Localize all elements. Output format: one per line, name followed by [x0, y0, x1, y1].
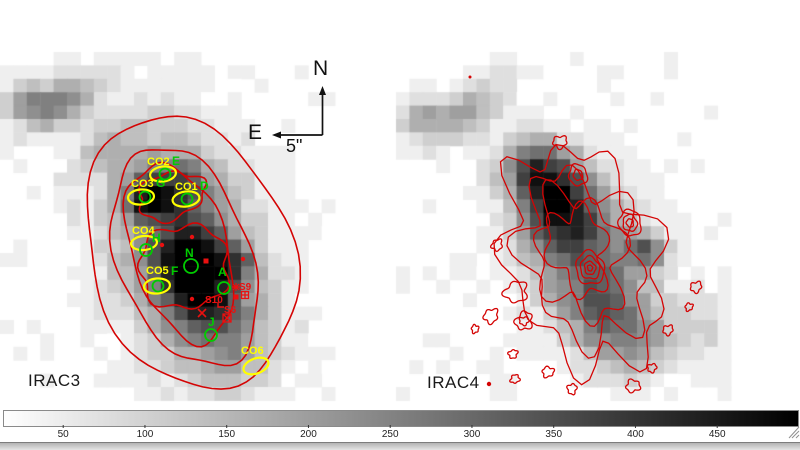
irac4-contour-islet — [551, 135, 568, 151]
co-aperture-ellipse-co5 — [142, 277, 172, 295]
colorbar-gradient — [3, 410, 799, 427]
red-x-marker — [197, 308, 207, 318]
co-aperture-ellipse-co4 — [129, 234, 159, 252]
irac4-contour-islet — [684, 302, 694, 313]
red-dot-marker — [189, 296, 195, 302]
green-source-letter-a: A — [218, 265, 227, 279]
irac4-contour-peak-1 — [579, 254, 601, 280]
compass-scale-label: 5" — [286, 136, 303, 156]
co-aperture-label-co2: CO2 — [147, 156, 170, 168]
green-source-letter-h: H — [152, 231, 161, 245]
irac4-contour-islet — [509, 373, 521, 384]
irac4-contour-peak-1 — [575, 248, 606, 285]
irac4-contour-islet — [501, 280, 528, 304]
red-square-marker — [203, 258, 209, 264]
irac4-contour-dot — [486, 381, 492, 387]
red-dot-marker — [189, 234, 195, 240]
co-aperture-label-co5: CO5 — [146, 265, 169, 277]
colorbar-tick-label: 100 — [137, 429, 154, 440]
green-source-letter-j: J — [208, 315, 215, 329]
green-source-circle-j — [204, 328, 218, 342]
irac3-co-contour-5 — [136, 222, 231, 310]
green-source-circle-a — [217, 281, 231, 295]
irac4-co-contour-4 — [543, 200, 611, 301]
green-source-circle-h — [139, 243, 153, 257]
irac4-contour-islet — [662, 324, 674, 337]
irac4-contour-islet — [541, 365, 556, 379]
green-source-circle-n — [183, 258, 199, 274]
co-aperture-label-co6: CO6 — [241, 345, 264, 357]
colorbar-tick-label: 350 — [545, 429, 562, 440]
compass-north-arrowhead — [319, 86, 326, 95]
green-source-letter-n: N — [185, 246, 194, 260]
green-source-letter-e: E — [172, 154, 180, 168]
irac4-co-contour-2 — [506, 164, 648, 359]
irac3-co-contour-1 — [86, 115, 302, 390]
irac4-contour-peak-3 — [572, 168, 584, 182]
green-source-circle-d — [180, 192, 194, 206]
colorbar-tick-label: 150 — [218, 429, 235, 440]
irac4-contour-islet — [482, 307, 499, 326]
colorbar-tick-label: 250 — [382, 429, 399, 440]
compass-north-label: N — [313, 57, 329, 80]
green-source-letter-d: D — [200, 179, 209, 193]
colorbar-tick-label: 200 — [300, 429, 317, 440]
green-source-circle-f — [151, 279, 165, 293]
co-aperture-label-co4: CO4 — [132, 225, 156, 237]
irac4-contour-islet — [624, 378, 642, 394]
co-aperture-label-co1: CO1 — [175, 181, 198, 193]
red-boxed-x-marker — [222, 313, 232, 323]
red-dot-marker — [240, 256, 246, 262]
irac3-co-contour-2 — [108, 149, 260, 367]
compass-east-label: E — [248, 121, 263, 144]
irac4-contour-islet — [689, 280, 703, 295]
red-boxed-plus-marker — [240, 290, 250, 300]
colorbar-tick-label: 400 — [627, 429, 644, 440]
co-aperture-ellipse-co6 — [242, 356, 270, 376]
irac4-contour-islet — [518, 316, 530, 327]
red-source-label-s10: S10 — [205, 295, 223, 306]
window-bottom-strip — [0, 442, 800, 450]
irac4-contour-islet — [489, 238, 503, 253]
irac4-contour-peak-2 — [622, 213, 639, 232]
irac3-co-contour-4 — [137, 170, 208, 225]
irac4-contour-peak-2 — [617, 208, 642, 237]
panel-label-irac4: IRAC4 — [427, 373, 480, 392]
colorbar-tick-label: 50 — [58, 429, 70, 440]
red-star-marker — [232, 283, 240, 291]
irac4-contour-islet — [470, 323, 480, 335]
irac4-contour-islet — [566, 382, 578, 396]
irac4-contour-dot — [468, 75, 472, 79]
irac4-contour-islet — [646, 362, 658, 374]
irac4-contour-peak-2 — [625, 218, 635, 228]
red-source-label-s6: S6 — [224, 305, 237, 316]
green-source-letter-f: F — [171, 264, 178, 278]
co-aperture-ellipse-co3 — [126, 188, 156, 206]
red-square-marker — [233, 294, 239, 300]
red-l-marker — [217, 302, 224, 308]
green-source-letter-g: G — [156, 176, 165, 190]
colorbar-tick-label: 450 — [709, 429, 726, 440]
irac4-contour-peak-1 — [583, 260, 597, 275]
green-source-circle-g — [138, 190, 152, 204]
green-source-circle-e — [158, 167, 172, 181]
irac4-contour-peak-3 — [567, 163, 589, 187]
irac4-contour-peak-1 — [586, 264, 594, 272]
red-dot-marker — [159, 242, 165, 248]
co-aperture-label-co3: CO3 — [131, 178, 154, 190]
colorbar-tick-label: 300 — [464, 429, 481, 440]
irac4-co-contour-1 — [493, 143, 670, 386]
compass-east-arrowhead — [272, 131, 281, 139]
irac4-contour-islet — [513, 310, 533, 331]
co-aperture-ellipse-co2 — [148, 165, 178, 183]
irac4-contour-islet — [507, 348, 519, 359]
colorbar-corner-hatch — [788, 426, 800, 439]
co-aperture-ellipse-co1 — [171, 190, 201, 208]
panel-label-irac3: IRAC3 — [28, 371, 81, 390]
red-source-label-s9: S9 — [239, 282, 252, 293]
